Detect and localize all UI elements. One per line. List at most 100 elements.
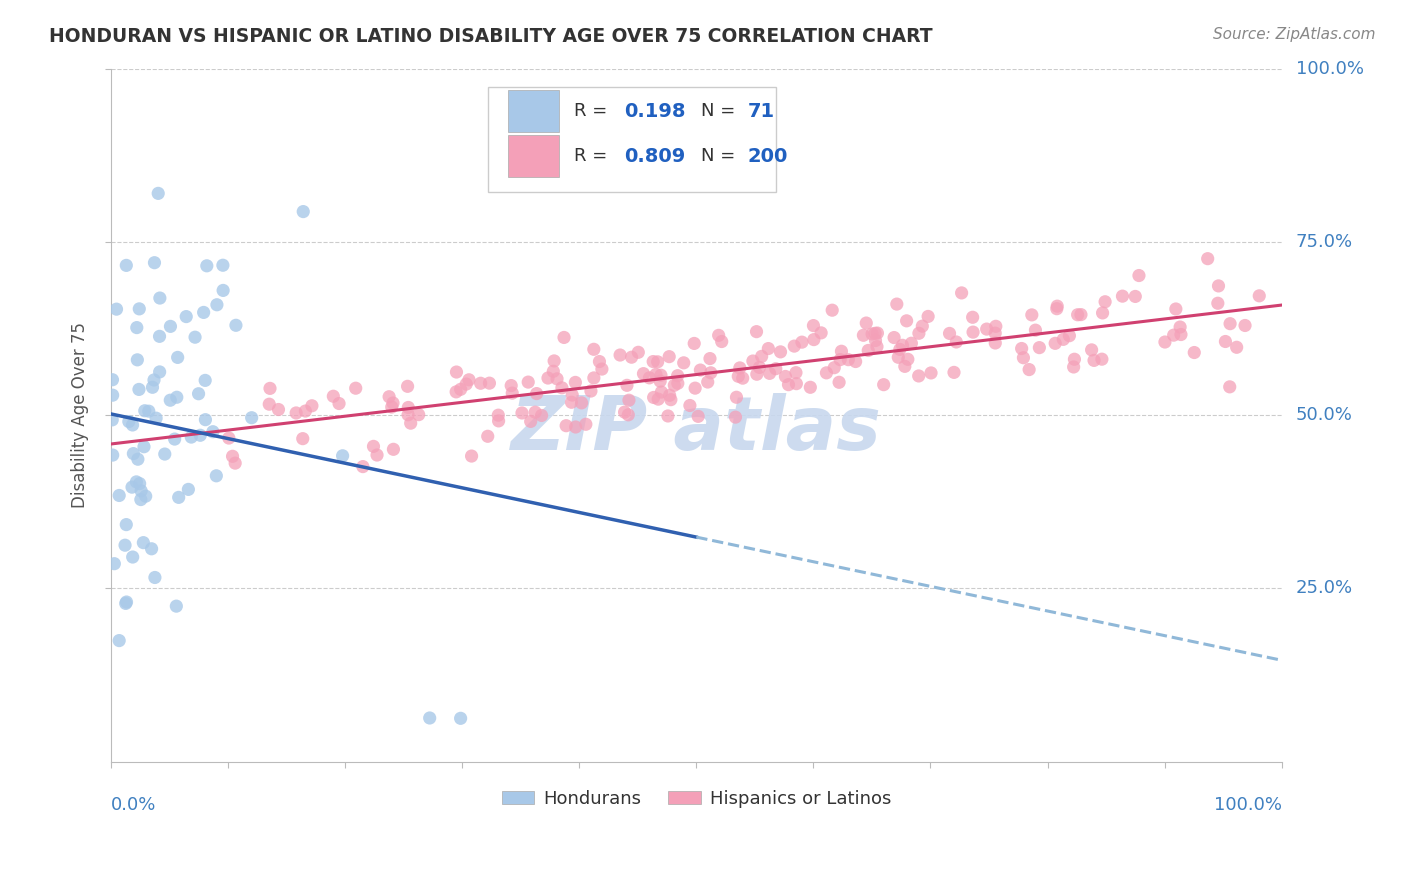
Point (1168, 320, 1191, 334)
Point (727, 369, 749, 384)
Point (517, 375, 540, 389)
Point (783, 339, 806, 353)
Point (382, 396, 405, 410)
Point (408, 408, 430, 422)
Point (1091, 306, 1114, 320)
Point (613, 405, 636, 419)
Point (920, 366, 942, 380)
Point (149, 291, 172, 305)
Point (205, 298, 228, 312)
Point (344, 381, 367, 395)
Point (588, 354, 610, 368)
Point (141, 380, 163, 394)
Point (194, 373, 217, 387)
Point (700, 366, 723, 380)
Legend: Hondurans, Hispanics or Latinos: Hondurans, Hispanics or Latinos (495, 782, 898, 815)
Point (501, 386, 523, 401)
Point (396, 408, 419, 422)
Point (328, 396, 350, 410)
Point (180, 430, 202, 444)
Point (785, 376, 807, 391)
Point (134, 403, 156, 417)
Point (153, 447, 176, 461)
Point (524, 405, 547, 419)
Point (830, 344, 852, 359)
Point (863, 326, 886, 341)
Point (866, 340, 889, 354)
Point (741, 354, 763, 368)
Point (177, 483, 200, 497)
Point (396, 379, 419, 393)
Point (184, 330, 207, 344)
Point (148, 329, 170, 343)
Point (132, 535, 155, 549)
Text: HONDURAN VS HISPANIC OR LATINO DISABILITY AGE OVER 75 CORRELATION CHART: HONDURAN VS HISPANIC OR LATINO DISABILIT… (49, 27, 932, 45)
Point (745, 325, 768, 339)
Point (1028, 341, 1050, 355)
Point (962, 325, 984, 339)
Point (148, 186, 170, 201)
Text: Source: ZipAtlas.com: Source: ZipAtlas.com (1212, 27, 1375, 42)
Point (815, 366, 838, 380)
Point (1197, 252, 1219, 266)
Point (115, 595, 138, 609)
Point (108, 488, 131, 502)
Point (165, 599, 187, 614)
Point (745, 368, 768, 382)
Point (617, 393, 640, 408)
Point (855, 316, 877, 330)
Text: 0.0%: 0.0% (111, 797, 156, 814)
Point (821, 303, 844, 318)
Point (488, 414, 510, 428)
Point (775, 369, 797, 384)
Point (1206, 296, 1229, 310)
Point (201, 425, 224, 439)
Point (688, 409, 710, 424)
Point (143, 570, 166, 584)
Point (643, 354, 665, 368)
Point (363, 439, 385, 453)
Text: 50.0%: 50.0% (1296, 406, 1353, 425)
Point (101, 373, 124, 387)
Point (194, 412, 217, 426)
Point (128, 383, 150, 397)
Point (537, 371, 560, 385)
Point (769, 344, 792, 359)
Point (582, 343, 605, 357)
Point (1063, 352, 1085, 367)
Point (225, 318, 247, 333)
Point (889, 343, 911, 357)
Point (553, 330, 575, 344)
Point (135, 489, 157, 503)
Point (1080, 343, 1102, 357)
Point (650, 374, 672, 388)
Point (458, 373, 481, 387)
Point (1208, 279, 1230, 293)
Point (564, 376, 586, 390)
Point (1046, 299, 1069, 313)
Point (845, 354, 868, 368)
Point (896, 314, 918, 328)
Point (195, 259, 218, 273)
Point (114, 538, 136, 552)
Point (810, 326, 832, 340)
Point (725, 390, 748, 404)
Point (1154, 334, 1177, 349)
Point (486, 408, 509, 422)
Point (301, 399, 323, 413)
Point (758, 367, 780, 381)
Text: R =: R = (575, 147, 613, 165)
Point (212, 258, 235, 272)
Point (546, 372, 568, 386)
Text: ZIP atlas: ZIP atlas (510, 392, 882, 466)
Point (907, 368, 929, 383)
Point (897, 352, 920, 367)
Point (748, 360, 770, 375)
Y-axis label: Disability Age Over 75: Disability Age Over 75 (72, 322, 89, 508)
Point (1170, 327, 1192, 342)
Point (679, 399, 702, 413)
Point (728, 360, 751, 375)
Point (689, 363, 711, 377)
Point (891, 338, 914, 352)
Point (575, 417, 598, 432)
